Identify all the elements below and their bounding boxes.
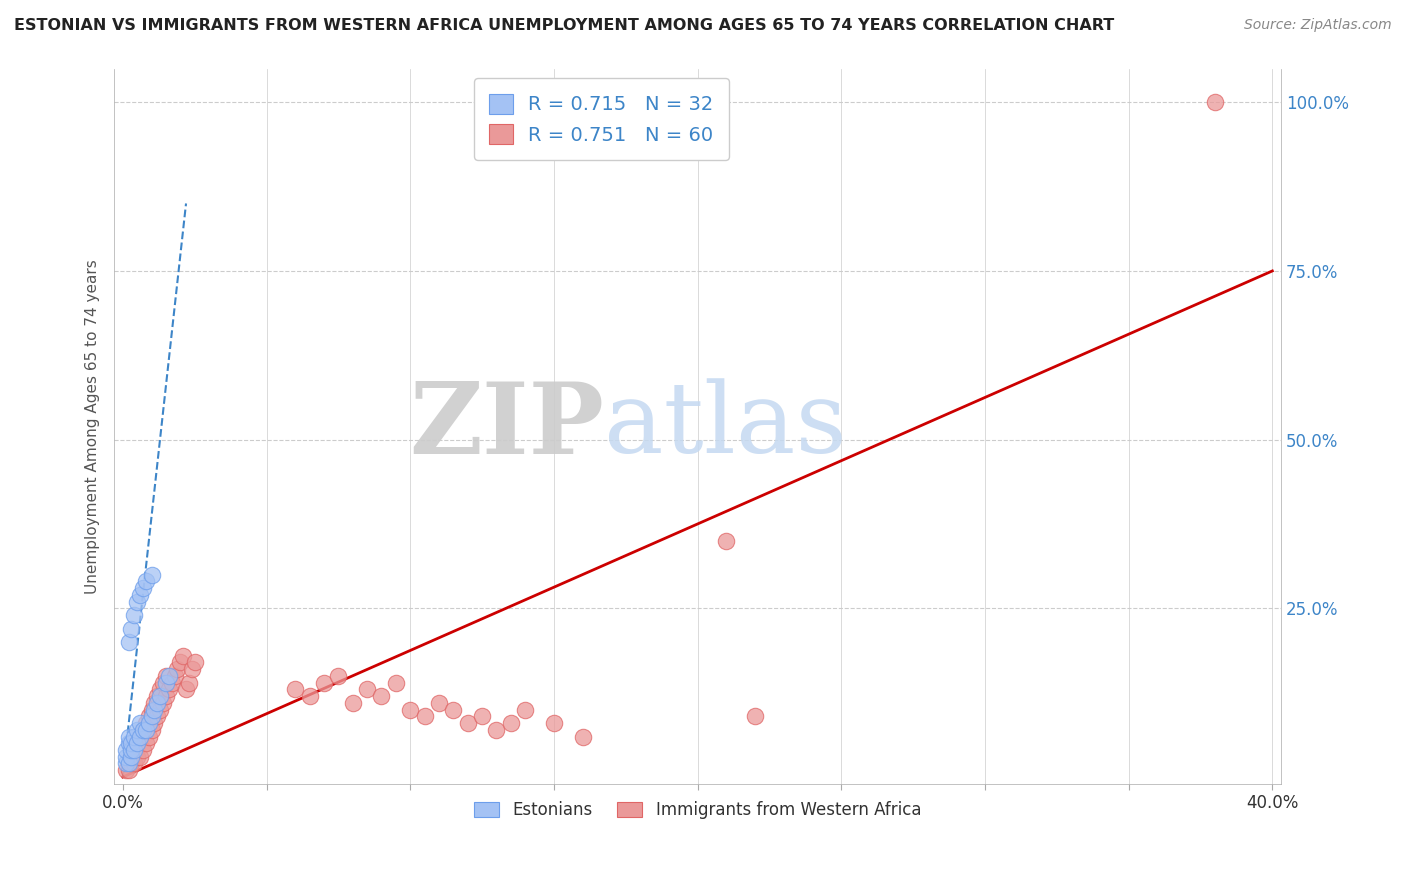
Point — [141, 709, 163, 723]
Point — [135, 723, 157, 737]
Point — [129, 716, 152, 731]
Point — [744, 709, 766, 723]
Point — [155, 675, 177, 690]
Point — [399, 702, 422, 716]
Point — [149, 702, 172, 716]
Point — [120, 622, 142, 636]
Point — [166, 662, 188, 676]
Text: ESTONIAN VS IMMIGRANTS FROM WESTERN AFRICA UNEMPLOYMENT AMONG AGES 65 TO 74 YEAR: ESTONIAN VS IMMIGRANTS FROM WESTERN AFRI… — [14, 18, 1115, 33]
Point — [143, 702, 166, 716]
Point — [114, 756, 136, 771]
Point — [127, 736, 149, 750]
Point — [515, 702, 537, 716]
Point — [180, 662, 202, 676]
Point — [143, 696, 166, 710]
Point — [543, 716, 565, 731]
Point — [342, 696, 364, 710]
Point — [124, 743, 146, 757]
Point — [172, 648, 194, 663]
Point — [146, 709, 169, 723]
Point — [124, 743, 146, 757]
Point — [141, 723, 163, 737]
Point — [716, 533, 738, 548]
Point — [155, 669, 177, 683]
Point — [155, 689, 177, 703]
Point — [117, 635, 139, 649]
Point — [1204, 95, 1226, 110]
Point — [441, 702, 464, 716]
Point — [129, 588, 152, 602]
Point — [120, 749, 142, 764]
Point — [127, 594, 149, 608]
Point — [117, 763, 139, 777]
Point — [457, 716, 479, 731]
Point — [298, 689, 321, 703]
Point — [146, 689, 169, 703]
Point — [138, 730, 160, 744]
Point — [132, 743, 155, 757]
Point — [132, 723, 155, 737]
Point — [114, 763, 136, 777]
Point — [127, 736, 149, 750]
Point — [471, 709, 494, 723]
Point — [152, 675, 174, 690]
Point — [141, 567, 163, 582]
Point — [169, 655, 191, 669]
Point — [129, 730, 152, 744]
Point — [427, 696, 450, 710]
Point — [124, 756, 146, 771]
Point — [124, 730, 146, 744]
Point — [485, 723, 508, 737]
Point — [146, 696, 169, 710]
Point — [370, 689, 392, 703]
Point — [141, 702, 163, 716]
Point — [120, 743, 142, 757]
Point — [114, 749, 136, 764]
Text: Source: ZipAtlas.com: Source: ZipAtlas.com — [1244, 18, 1392, 32]
Point — [120, 749, 142, 764]
Point — [132, 723, 155, 737]
Y-axis label: Unemployment Among Ages 65 to 74 years: Unemployment Among Ages 65 to 74 years — [86, 259, 100, 593]
Point — [135, 716, 157, 731]
Point — [356, 682, 378, 697]
Point — [177, 675, 200, 690]
Point — [127, 723, 149, 737]
Point — [120, 756, 142, 771]
Point — [138, 716, 160, 731]
Point — [328, 669, 350, 683]
Point — [135, 574, 157, 589]
Point — [129, 749, 152, 764]
Legend: Estonians, Immigrants from Western Africa: Estonians, Immigrants from Western Afric… — [467, 794, 928, 825]
Point — [117, 736, 139, 750]
Point — [120, 736, 142, 750]
Point — [117, 730, 139, 744]
Point — [138, 709, 160, 723]
Point — [312, 675, 335, 690]
Point — [157, 669, 180, 683]
Point — [152, 696, 174, 710]
Point — [571, 730, 593, 744]
Point — [129, 730, 152, 744]
Point — [117, 756, 139, 771]
Point — [149, 689, 172, 703]
Point — [114, 743, 136, 757]
Point — [183, 655, 205, 669]
Point — [132, 581, 155, 595]
Text: ZIP: ZIP — [409, 377, 605, 475]
Point — [124, 608, 146, 623]
Point — [163, 669, 186, 683]
Point — [127, 749, 149, 764]
Point — [149, 682, 172, 697]
Point — [413, 709, 436, 723]
Point — [499, 716, 522, 731]
Point — [143, 716, 166, 731]
Point — [135, 736, 157, 750]
Point — [160, 675, 183, 690]
Point — [385, 675, 408, 690]
Point — [174, 682, 197, 697]
Point — [157, 682, 180, 697]
Point — [284, 682, 307, 697]
Text: atlas: atlas — [605, 378, 846, 474]
